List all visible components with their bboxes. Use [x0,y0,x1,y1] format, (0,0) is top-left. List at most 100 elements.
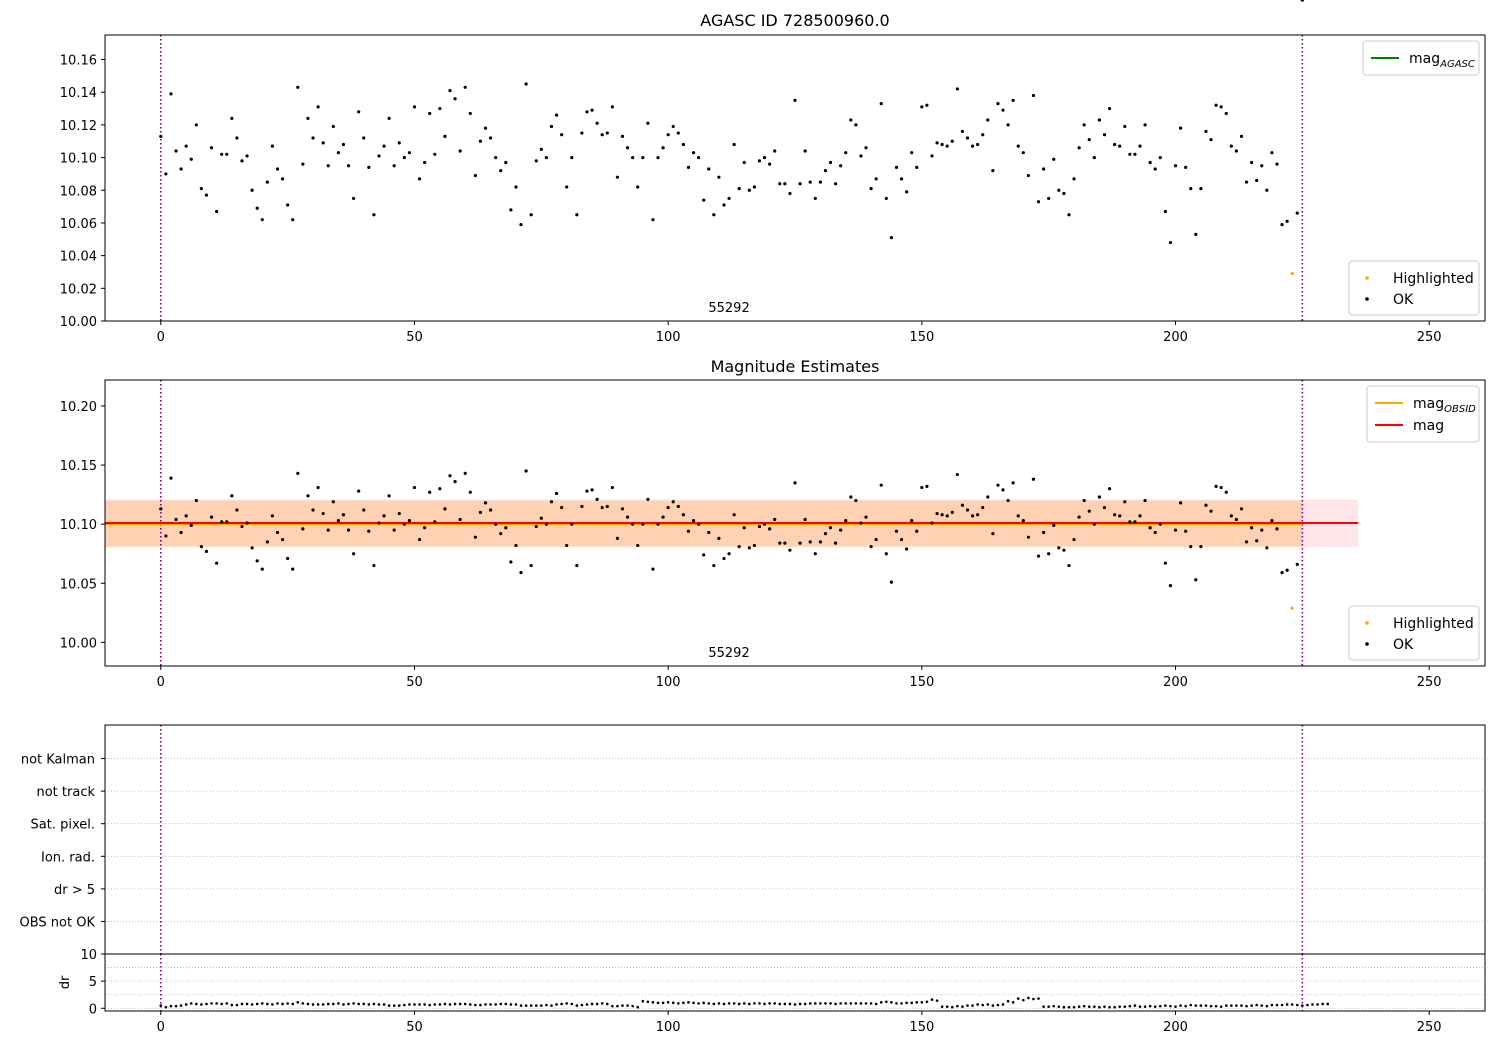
ok-point [1178,501,1183,505]
dr-point [692,1001,695,1005]
dr-point [1326,1002,1330,1006]
ok-point [1001,108,1005,112]
ok-point [352,196,356,201]
ok-point [1087,509,1091,513]
ok-point [752,543,757,548]
dr-point [1118,1005,1122,1008]
ok-point [905,190,909,194]
ok-point [1042,530,1046,535]
dr-point [712,1002,716,1006]
ok-point [930,521,934,525]
dr-point [1204,1004,1208,1007]
ok-point [752,185,757,189]
dr-point [1194,1004,1198,1007]
ok-point [270,144,275,148]
ok-point [666,133,670,137]
ok-point [935,511,939,516]
ok-point [1016,514,1020,518]
dr-point [235,1003,239,1007]
ok-point [641,522,645,526]
ok-point [1052,157,1056,161]
dr-point [879,1001,883,1004]
ok-point [204,549,209,553]
ok-point [986,495,990,499]
ok-point [600,133,604,137]
ok-point [1143,123,1147,127]
ok-point [823,169,828,173]
ok-point [1204,503,1208,507]
dr-point [788,1002,792,1006]
ok-point [1087,137,1091,142]
ok-point [326,164,330,168]
dr-point [697,1002,700,1005]
dr-point [727,1002,731,1005]
dr-point [377,1003,381,1006]
ok-point [737,187,741,191]
dr-point [600,1002,604,1005]
ok-point [894,529,899,533]
ok-point [691,519,696,523]
dr-point [1062,1005,1066,1009]
dr-point [1290,1003,1294,1006]
dr-point [737,1002,741,1006]
ok-point [1209,509,1213,513]
ok-point [240,524,244,529]
legend-box [1362,40,1480,76]
ok-point [1143,498,1147,503]
dr-point [271,1003,274,1006]
dr-point [1128,1004,1132,1008]
legend-label: OK [1393,292,1414,308]
ok-point [1244,540,1249,544]
ok-point [179,530,183,535]
ok-point [275,167,280,171]
dr-point [869,1002,873,1005]
y-tick-label: 10.06 [60,217,97,232]
dr-point [1311,1003,1314,1006]
ok-point [534,159,538,163]
ok-point [443,134,447,138]
dr-point [1138,1005,1142,1008]
ok-point [499,169,503,173]
ok-point [631,155,635,160]
dr-point [839,1002,842,1005]
dr-point [1250,1004,1253,1007]
dr-point [453,1002,457,1006]
ok-point [686,165,691,169]
ok-point [514,543,518,548]
dr-point [1321,1002,1324,1006]
y-axis-label: dr [58,975,73,989]
ok-point [387,494,391,498]
ok-point [737,545,741,549]
ok-point [1047,552,1051,556]
ok-point [215,561,219,565]
dr-point [555,1003,558,1006]
ok-point [255,559,259,563]
dr-point [991,1004,995,1007]
ok-point [717,536,721,540]
dr-panel: 0 50 100 150 200 250 0 5 10 dr [58,948,1486,1035]
ok-point [798,182,802,186]
dr-point [1245,1004,1248,1008]
y-tick-label: 10.10 [60,152,97,167]
dr-point [443,1002,447,1006]
dr-point [758,1002,761,1005]
dr-point [717,1002,721,1005]
ok-point [341,142,346,147]
dr-point [245,1002,249,1006]
legend-point-swatch [1365,621,1369,625]
ok-point [646,121,650,125]
ok-point [762,522,767,526]
legend-subscript: AGASC [1439,59,1475,70]
ok-point [960,503,965,507]
ok-point [301,162,305,166]
dr-point [484,1003,487,1006]
ok-point [524,469,528,473]
ok-point [757,159,762,163]
x-tick-label: 200 [1163,675,1188,690]
ok-point [1163,209,1167,214]
ok-point [428,490,432,494]
ok-point [996,102,1000,106]
ok-point [595,121,599,125]
ok-point [473,173,477,178]
y-tick-label: 5 [89,975,97,990]
